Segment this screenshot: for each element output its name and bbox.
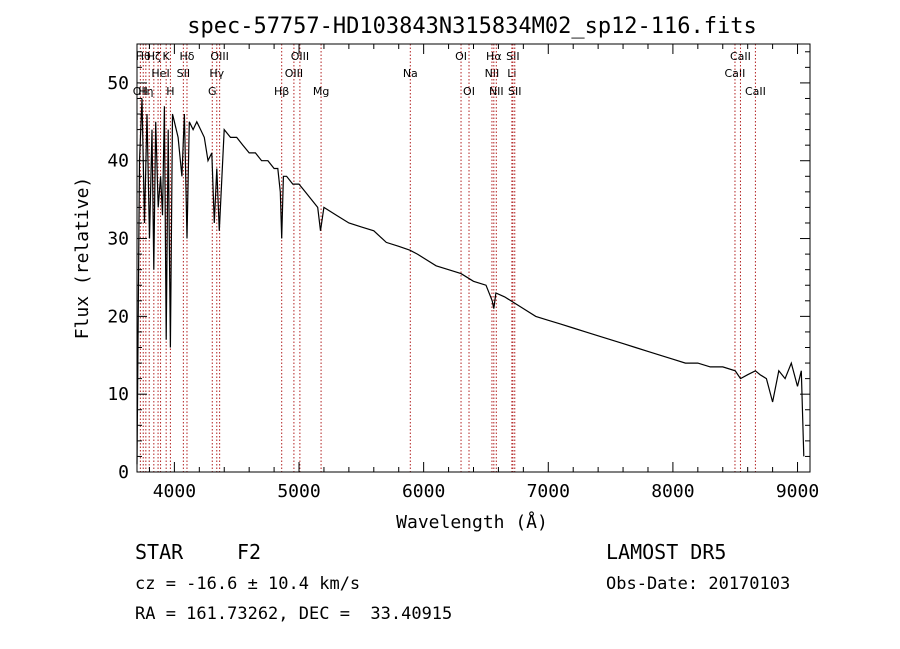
- spectral-subclass: F2: [237, 540, 262, 564]
- y-tick-label: 30: [107, 229, 129, 250]
- y-axis-label: Flux (relative): [72, 177, 93, 340]
- x-tick-label: 9000: [776, 481, 819, 502]
- chart-title: spec-57757-HD103843N315834M02_sp12-116.f…: [187, 14, 757, 39]
- marker-label-14: Hβ: [274, 85, 289, 98]
- coordinates: RA = 161.73262, DEC = 33.40915: [135, 604, 453, 624]
- x-axis-ticks: 4000 5000 6000 7000 8000 9000: [148, 44, 819, 502]
- marker-label-7: K: [163, 50, 171, 63]
- y-tick-label: 20: [107, 306, 129, 327]
- marker-label-15: OIII: [285, 67, 303, 80]
- spectrum-series-line: [136, 98, 805, 465]
- marker-label-25: SII: [506, 50, 519, 63]
- y-tick-label: 50: [107, 73, 129, 94]
- y-tick-label: 40: [107, 151, 129, 172]
- marker-label-10: Hδ: [179, 50, 194, 63]
- marker-label-8: H: [166, 85, 174, 98]
- y-axis-ticks: 0 10 20 30 40 50: [107, 51, 810, 483]
- marker-label-16: OIII: [291, 50, 309, 63]
- marker-label-27: CaII: [725, 67, 746, 80]
- obs-date: Obs-Date: 20170103: [606, 574, 791, 594]
- marker-label-24: Li: [507, 67, 516, 80]
- marker-label-21: NII: [485, 67, 500, 80]
- y-tick-label: 10: [107, 384, 129, 405]
- spectral-class: STAR: [135, 540, 184, 564]
- x-axis-label: Wavelength (Å): [396, 511, 548, 533]
- survey-name: LAMOST DR5: [606, 540, 727, 564]
- line-markers: OIIHθHηHζHeIKHSIIHδGHγOIIIHβOIIIOIIIMgNa…: [133, 44, 766, 472]
- marker-label-4: Hζ: [147, 50, 161, 63]
- marker-label-22: Hα: [486, 50, 502, 63]
- marker-label-19: OI: [455, 50, 467, 63]
- x-tick-label: 8000: [651, 481, 694, 502]
- marker-label-9: SII: [177, 67, 190, 80]
- x-tick-label: 7000: [527, 481, 570, 502]
- y-tick-label: 0: [118, 462, 129, 483]
- marker-label-18: Na: [403, 67, 418, 80]
- marker-label-26: SII: [508, 85, 521, 98]
- marker-label-13: OIII: [210, 50, 228, 63]
- marker-label-1: Hθ: [136, 50, 151, 63]
- marker-label-20: OI: [463, 85, 475, 98]
- marker-label-2: Hη: [138, 85, 153, 98]
- marker-label-17: Mg: [313, 85, 329, 98]
- x-tick-label: 5000: [277, 481, 320, 502]
- marker-label-28: CaII: [730, 50, 751, 63]
- plot-frame: [136, 43, 811, 473]
- marker-label-23: NII: [489, 85, 504, 98]
- x-tick-label: 4000: [153, 481, 196, 502]
- marker-label-12: Hγ: [209, 67, 224, 80]
- marker-label-6: HeI: [151, 67, 169, 80]
- x-tick-label: 6000: [402, 481, 445, 502]
- marker-label-11: G: [208, 85, 217, 98]
- velocity-readout: cz = -16.6 ± 10.4 km/s: [135, 574, 361, 594]
- marker-label-29: CaII: [745, 85, 766, 98]
